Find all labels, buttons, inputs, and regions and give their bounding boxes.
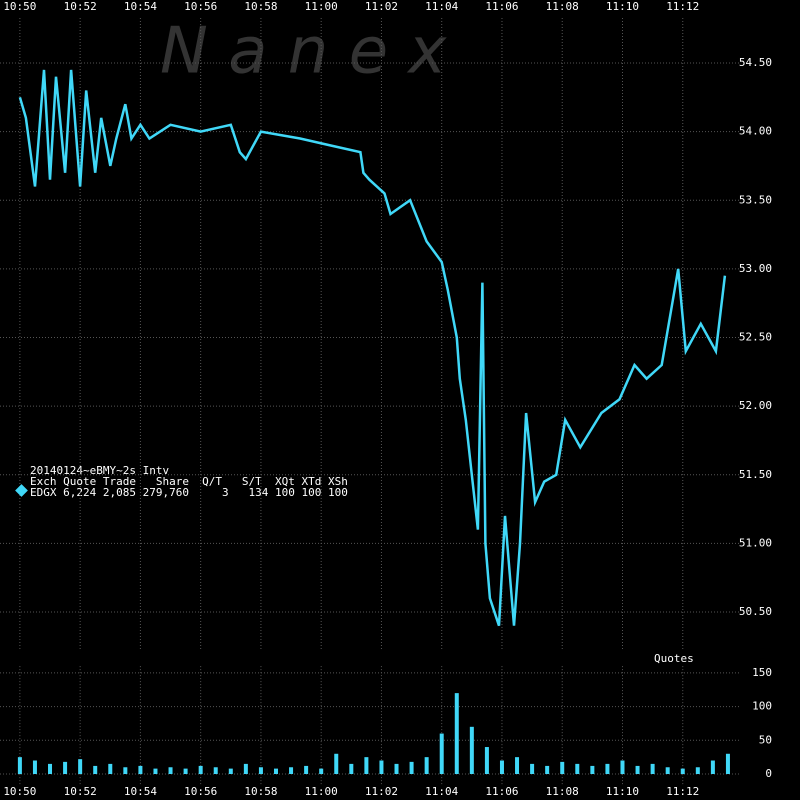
bar: [725, 753, 730, 774]
watermark: N a n e x: [160, 15, 447, 89]
bar: [424, 757, 429, 774]
bar: [304, 765, 309, 774]
x-tick-label: 10:50: [3, 785, 36, 798]
bar: [394, 763, 399, 774]
bar: [560, 761, 565, 774]
x-tick-label: 11:04: [425, 0, 458, 13]
bar: [108, 763, 113, 774]
bar: [710, 760, 715, 774]
bar: [32, 760, 37, 774]
bar: [454, 693, 459, 774]
x-tick-label: 11:08: [546, 785, 579, 798]
bar: [349, 763, 354, 774]
x-tick-label: 10:52: [64, 785, 97, 798]
x-tick-label: 10:56: [184, 0, 217, 13]
x-tick-label: 10:54: [124, 785, 157, 798]
y-tick-label: 50.50: [739, 605, 772, 618]
bar: [138, 765, 143, 774]
bar: [499, 760, 504, 774]
bar: [530, 763, 535, 774]
bar: [605, 763, 610, 774]
x-tick-label: 10:52: [64, 0, 97, 13]
legend-marker: [15, 484, 28, 497]
bar: [635, 765, 640, 774]
bar: [17, 757, 22, 774]
bar: [243, 763, 248, 774]
bar: [590, 765, 595, 774]
y-tick-label: 100: [752, 700, 772, 713]
x-tick-label: 11:12: [666, 0, 699, 13]
bar: [213, 767, 218, 774]
y-tick-label: 50: [759, 733, 772, 746]
bar: [364, 757, 369, 774]
bar: [123, 767, 128, 774]
x-tick-label: 11:02: [365, 785, 398, 798]
price-line: [18, 69, 727, 627]
legend-title: 20140124~eBMY~2s Intv: [30, 464, 169, 477]
y-tick-label: 51.00: [739, 536, 772, 549]
y-tick-label: 0: [765, 767, 772, 780]
x-tick-label: 11:12: [666, 785, 699, 798]
y-tick-label: 53.00: [739, 262, 772, 275]
bar: [319, 768, 324, 774]
bar: [545, 765, 550, 774]
x-tick-label: 11:04: [425, 785, 458, 798]
y-tick-label: 54.00: [739, 125, 772, 138]
x-tick-label: 11:00: [305, 0, 338, 13]
bar: [168, 767, 173, 774]
bar: [153, 768, 158, 774]
x-tick-label: 11:06: [485, 0, 518, 13]
x-tick-label: 10:58: [244, 785, 277, 798]
bar: [78, 759, 83, 774]
y-tick-label: 52.50: [739, 331, 772, 344]
x-tick-label: 10:56: [184, 785, 217, 798]
bar: [680, 768, 685, 774]
bar: [439, 733, 444, 774]
bar: [198, 765, 203, 774]
y-tick-label: 52.00: [739, 399, 772, 412]
x-tick-label: 10:50: [3, 0, 36, 13]
bar: [379, 760, 384, 774]
bar: [665, 767, 670, 774]
bar: [469, 726, 474, 774]
bar: [273, 768, 278, 774]
x-tick-label: 11:00: [305, 785, 338, 798]
x-tick-label: 11:02: [365, 0, 398, 13]
y-tick-label: 150: [752, 666, 772, 679]
x-tick-label: 11:06: [485, 785, 518, 798]
bar: [575, 763, 580, 774]
bar: [515, 757, 520, 774]
bar: [93, 765, 98, 774]
bar: [183, 768, 188, 774]
x-tick-label: 10:54: [124, 0, 157, 13]
y-tick-label: 51.50: [739, 468, 772, 481]
bar: [48, 763, 53, 774]
bar: [334, 753, 339, 774]
bar: [289, 767, 294, 774]
legend-row: EDGX 6,224 2,085 279,760 3 134 100 100 1…: [30, 486, 348, 499]
x-tick-label: 11:08: [546, 0, 579, 13]
x-tick-label: 11:10: [606, 785, 639, 798]
y-tick-label: 53.50: [739, 193, 772, 206]
bar: [63, 761, 68, 774]
legend-header: Exch Quote Trade Share Q/T S/T XQt XTd X…: [30, 475, 348, 488]
bar: [258, 767, 263, 774]
y-tick-label: 54.50: [739, 56, 772, 69]
volume-title: Quotes: [654, 652, 694, 665]
bar: [620, 760, 625, 774]
bar: [695, 767, 700, 774]
x-tick-label: 10:58: [244, 0, 277, 13]
bar: [228, 768, 233, 774]
bar: [484, 747, 489, 774]
bar: [409, 761, 414, 774]
x-tick-label: 11:10: [606, 0, 639, 13]
bar: [650, 763, 655, 774]
